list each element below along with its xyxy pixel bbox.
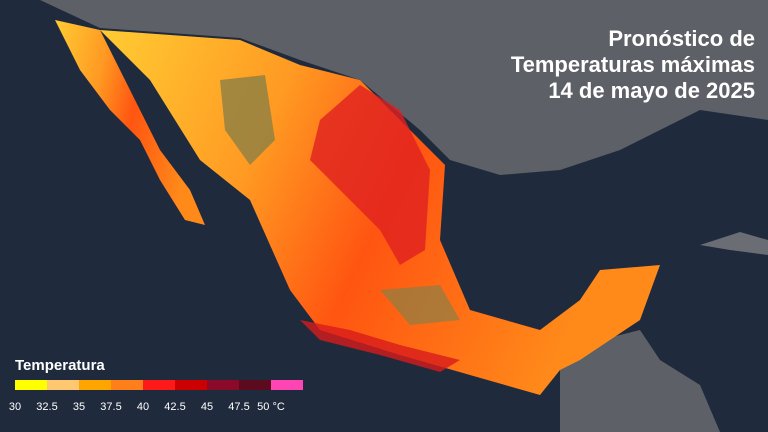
legend-tick-label: 42.5 <box>164 401 185 413</box>
title-line: Pronóstico de <box>608 26 755 51</box>
legend-swatch <box>111 380 143 390</box>
land-cuba <box>700 232 768 255</box>
legend-title: Temperatura <box>15 357 105 374</box>
land-north <box>40 0 768 175</box>
legend-tick-label: 37.5 <box>100 401 121 413</box>
legend-swatch <box>143 380 175 390</box>
legend-tick-label: 30 <box>9 401 21 413</box>
legend-swatch <box>175 380 207 390</box>
legend-tick-label: 45 <box>201 401 213 413</box>
legend-tick-label: 40 <box>137 401 149 413</box>
title: Pronóstico de Temperaturas máximas 14 de… <box>511 26 755 103</box>
legend-swatch <box>271 380 303 390</box>
legend: 30 32.5 35 37.5 40 42.5 45 47.5 50 °C <box>9 380 303 413</box>
cool-zone <box>380 285 460 325</box>
baja-california <box>55 20 205 225</box>
legend-swatch <box>207 380 239 390</box>
legend-swatch <box>47 380 79 390</box>
hot-zone-south <box>300 320 460 372</box>
legend-tick-label: 32.5 <box>36 401 57 413</box>
hot-zone-north <box>310 85 430 265</box>
legend-tick-label: 35 <box>73 401 85 413</box>
title-line: 14 de mayo de 2025 <box>548 78 755 103</box>
legend-swatch <box>79 380 111 390</box>
legend-swatch <box>239 380 271 390</box>
cool-zone <box>220 75 275 165</box>
legend-swatch <box>15 380 47 390</box>
title-line: Temperaturas máximas <box>511 52 755 77</box>
legend-tick-label: 50 °C <box>257 401 285 413</box>
land-central-america <box>560 330 720 432</box>
legend-tick-label: 47.5 <box>228 401 249 413</box>
